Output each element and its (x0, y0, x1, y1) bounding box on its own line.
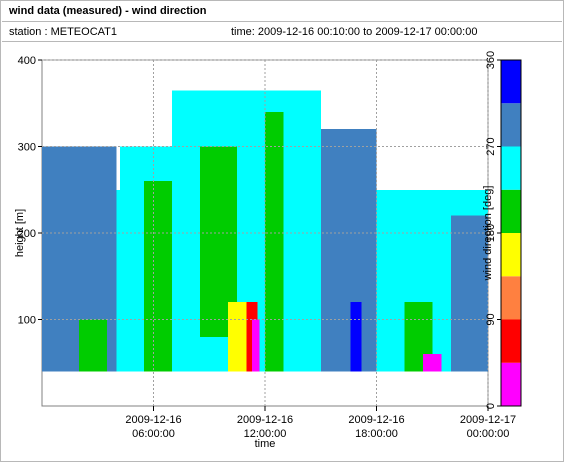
colorbar-swatch-6 (501, 103, 521, 147)
x-tick-time-2: 18:00:00 (355, 428, 398, 440)
x-tick-time-1: 12:00:00 (244, 428, 287, 440)
x-tick-time-0: 06:00:00 (132, 428, 175, 440)
y-tick-label-3: 400 (18, 55, 36, 67)
x-tick-time-3: 00:00:00 (467, 428, 510, 440)
y-tick-label-2: 300 (18, 142, 36, 154)
time-range-label: time: 2009-12-16 00:10:00 to 2009-12-17 … (231, 26, 478, 38)
axes: 2009-12-1606:00:002009-12-1612:00:002009… (14, 55, 516, 450)
y-axis-label: height [m] (14, 209, 26, 257)
info-bar: station : METEOCAT1 time: 2009-12-16 00:… (2, 22, 562, 42)
heatmap-block-11 (251, 319, 260, 372)
colorbar-swatch-0 (501, 362, 521, 406)
colorbar-swatch-4 (501, 189, 521, 233)
grid-lines (42, 59, 489, 406)
x-tick-date-2: 2009-12-16 (348, 414, 404, 426)
y-tick-label-0: 100 (18, 315, 36, 327)
colorbar-tick-label-1: 90 (485, 313, 497, 325)
station-label: station : METEOCAT1 (9, 26, 117, 38)
chart-title: wind data (measured) - wind direction (9, 5, 207, 17)
colorbar-tick-label-4: 360 (485, 51, 497, 69)
heatmap-block-20 (450, 215, 488, 372)
colorbar-tick-label-0: 0 (485, 403, 497, 409)
colorbar-tick-label-2: 180 (485, 224, 497, 242)
y-tick-label-1: 200 (18, 228, 36, 240)
heatmap-block-14 (283, 90, 321, 372)
heatmap-block-2 (79, 319, 108, 372)
colorbar-swatch-1 (501, 319, 521, 363)
title-bar: wind data (measured) - wind direction (2, 2, 562, 22)
colorbar-tick-label-3: 270 (485, 137, 497, 155)
heatmap-block-15 (320, 129, 377, 372)
x-tick-date-1: 2009-12-16 (237, 414, 293, 426)
colorbar-swatch-2 (501, 276, 521, 320)
x-tick-date-0: 2009-12-16 (125, 414, 181, 426)
colorbar-swatch-5 (501, 146, 521, 190)
x-tick-date-3: 2009-12-17 (460, 414, 516, 426)
heatmap-block-19 (422, 354, 442, 372)
colorbar-swatch-3 (501, 233, 521, 277)
heatmap-block-16 (350, 302, 362, 372)
x-axis-label: time (255, 438, 276, 450)
colorbar-swatch-7 (501, 60, 521, 104)
colorbar-label: wind direction [deg] (482, 186, 494, 282)
colorbar: 0 90 180 270 360 wind direction [deg] (482, 51, 522, 409)
